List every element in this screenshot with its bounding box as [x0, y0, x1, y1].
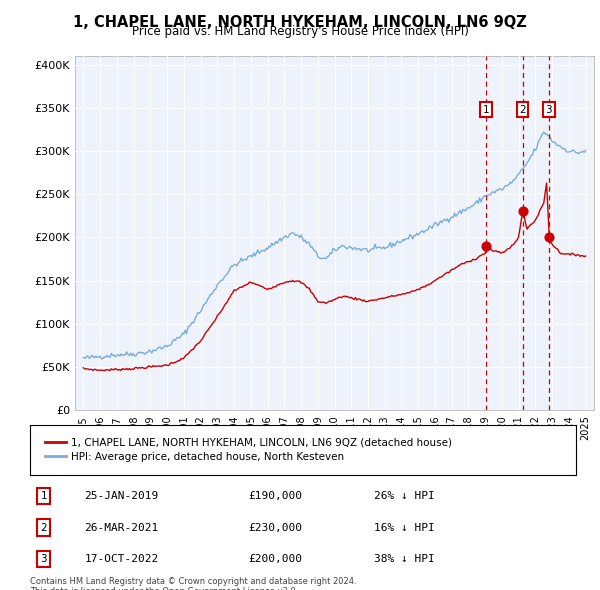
Text: £190,000: £190,000 [248, 491, 302, 501]
Text: 16% ↓ HPI: 16% ↓ HPI [374, 523, 435, 533]
Text: Contains HM Land Registry data © Crown copyright and database right 2024.
This d: Contains HM Land Registry data © Crown c… [30, 577, 356, 590]
Text: 17-OCT-2022: 17-OCT-2022 [85, 554, 159, 564]
Text: £230,000: £230,000 [248, 523, 302, 533]
Point [518, 206, 527, 216]
Text: 3: 3 [40, 554, 47, 564]
Text: 1, CHAPEL LANE, NORTH HYKEHAM, LINCOLN, LN6 9QZ: 1, CHAPEL LANE, NORTH HYKEHAM, LINCOLN, … [73, 15, 527, 30]
Text: 2: 2 [519, 104, 526, 114]
Legend: 1, CHAPEL LANE, NORTH HYKEHAM, LINCOLN, LN6 9QZ (detached house), HPI: Average p: 1, CHAPEL LANE, NORTH HYKEHAM, LINCOLN, … [41, 434, 456, 466]
Text: 26-MAR-2021: 26-MAR-2021 [85, 523, 159, 533]
Text: 3: 3 [545, 104, 552, 114]
Text: 1: 1 [40, 491, 47, 501]
Text: Price paid vs. HM Land Registry's House Price Index (HPI): Price paid vs. HM Land Registry's House … [131, 25, 469, 38]
Point [544, 232, 553, 242]
Text: 2: 2 [40, 523, 47, 533]
Text: 26% ↓ HPI: 26% ↓ HPI [374, 491, 435, 501]
Point [482, 241, 491, 251]
Text: £200,000: £200,000 [248, 554, 302, 564]
Text: 1: 1 [483, 104, 490, 114]
Text: 38% ↓ HPI: 38% ↓ HPI [374, 554, 435, 564]
Text: 25-JAN-2019: 25-JAN-2019 [85, 491, 159, 501]
